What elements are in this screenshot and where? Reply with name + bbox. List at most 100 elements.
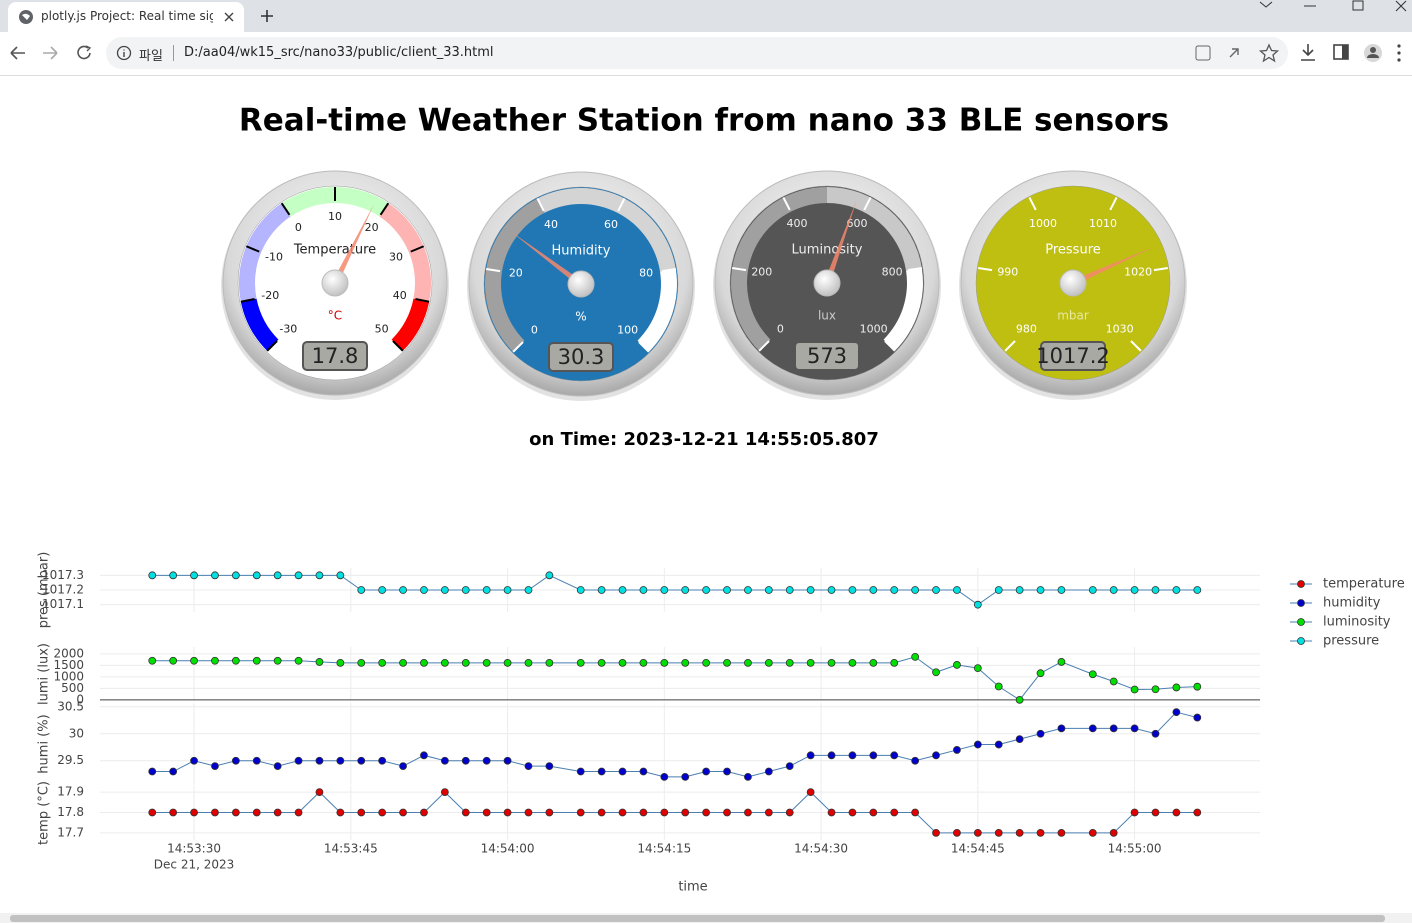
data-point [702,808,711,817]
browser-tab[interactable]: plotly.js Project: Real time signa [8,2,244,32]
gauge-tick-label: 1010 [1089,217,1117,230]
gauge-tick-label: 80 [639,267,653,280]
data-point [169,656,178,665]
gauge-tick [758,340,770,352]
data-point [869,586,878,594]
tab-close[interactable] [224,12,234,22]
data-point [399,658,407,667]
gauge-band [239,203,291,302]
gauge-title: Luminosity [792,243,863,258]
omnibox-icons[interactable] [1194,43,1284,63]
y-tick-label: 1017.2 [42,583,84,597]
data-point [357,586,366,594]
gauge-tick [661,267,676,273]
data-point [482,808,491,817]
gauge-band [391,298,430,351]
data-point [744,808,752,817]
data-point [524,658,533,667]
data-point [378,658,387,667]
gauge-band [485,198,545,352]
y-tick-label: 1000 [53,669,84,683]
gauge-tick [392,340,404,352]
data-point [399,762,407,771]
gauge-unit: lux [818,309,836,323]
data-point [231,756,240,765]
y-tick-label: 0 [76,692,84,706]
data-point [252,571,261,580]
tab-title: plotly.js Project: Real time signa [41,9,213,23]
legend-marker [1297,618,1305,626]
data-point [503,808,512,817]
data-point [1151,586,1160,594]
data-point [785,586,794,594]
gauge-value: 573 [807,344,847,368]
y-tick-label: 1500 [53,658,84,672]
legend-label: temperature [1323,577,1405,592]
data-point [618,767,627,776]
data-point [681,773,690,781]
address-bar[interactable]: 파일 D:/aa04/wk15_src/nano33/public/client… [106,37,1288,69]
y-tick-label: 1017.3 [42,568,84,582]
data-point [420,658,428,667]
data-point [660,773,669,781]
data-point [461,756,470,765]
new-tab-button[interactable] [260,9,274,23]
data-point [576,586,585,594]
separator [173,45,174,61]
data-point [1036,729,1045,738]
data-point [806,788,815,797]
data-point [827,586,836,594]
data-point [440,756,449,765]
gauge-unit: °C [328,309,342,323]
y-axis-label: temp (°C) [37,781,52,845]
gauge-tick [782,197,791,211]
legend-label: luminosity [1323,615,1391,630]
series-line [152,656,1198,701]
data-point [1130,586,1139,594]
nav-buttons[interactable] [8,44,98,64]
data-point [336,756,345,765]
data-point [1088,828,1097,837]
data-point [357,808,366,817]
data-point [1193,682,1202,691]
data-point [764,767,773,776]
data-point [911,808,920,817]
gauge-tick [245,245,260,253]
data-point [378,756,387,765]
scrollbar-thumb[interactable] [10,915,1385,922]
gauge-tick [486,267,501,273]
x-tick-label: 14:53:30 [167,842,221,856]
y-axis-label: lumi (lux) [37,643,52,705]
data-point [148,571,157,580]
data-point [994,828,1003,837]
gauge-band [537,188,676,272]
data-point [315,571,324,580]
data-point [953,828,961,837]
gauge-tick-label: 400 [787,217,808,230]
data-point [231,808,240,817]
data-point [148,767,157,776]
data-point [461,658,470,667]
toolbar-icons[interactable] [1298,42,1408,66]
data-point [702,767,711,776]
data-point [932,751,940,760]
data-point [639,808,648,817]
data-point [169,571,178,580]
gauge-tick-label: 60 [604,218,618,231]
data-point [252,756,261,765]
gauge-tick-label: 1000 [860,323,888,336]
data-point [1036,669,1045,678]
data-point [399,586,407,594]
data-point [785,762,794,771]
window-controls[interactable] [1252,0,1412,20]
gauge-unit: % [575,310,586,324]
data-point [503,586,512,594]
gauge-value-box [302,341,368,371]
legend-label: pressure [1323,634,1379,649]
data-point [764,586,773,594]
data-point [827,751,836,760]
gauge-tick-label: -10 [265,251,283,264]
toolbar: 파일 D:/aa04/wk15_src/nano33/public/client… [0,32,1412,76]
gauge-tick [1004,340,1016,352]
